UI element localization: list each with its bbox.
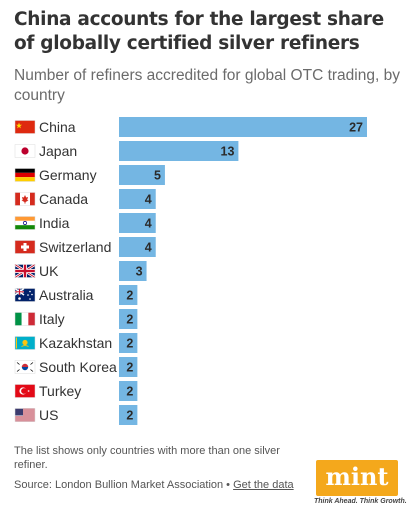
chart-subtitle: Number of refiners accredited for global… (14, 67, 400, 104)
category-label: Japan (39, 143, 77, 159)
data-label: 2 (126, 337, 133, 351)
bar (119, 333, 138, 353)
category-label: South Korea (39, 359, 117, 375)
us-flag-icon (14, 408, 36, 422)
data-label: 2 (126, 289, 133, 303)
bar (119, 117, 367, 137)
south-korea-flag-icon (14, 360, 36, 374)
china-flag-icon (14, 120, 36, 134)
category-label: Turkey (39, 383, 81, 399)
data-label: 5 (154, 169, 161, 183)
data-label: 2 (126, 385, 133, 399)
bar (119, 141, 239, 161)
bar (119, 165, 165, 185)
category-label: India (39, 215, 70, 231)
category-label: Switzerland (39, 239, 111, 255)
logo-tagline: Think Ahead. Think Growth. (314, 498, 407, 505)
turkey-flag-icon (14, 384, 36, 398)
australia-flag-icon (14, 287, 36, 302)
category-label: Australia (39, 287, 94, 303)
canada-flag-icon (14, 192, 36, 206)
category-label: UK (39, 263, 59, 279)
bar (119, 261, 147, 281)
category-label: Kazakhstan (39, 335, 112, 351)
logo-box: mint (316, 460, 398, 496)
data-label: 2 (126, 313, 133, 327)
india-flag-icon (14, 216, 36, 230)
bar (119, 357, 138, 377)
source-line: Source: London Bullion Market Associatio… (14, 478, 314, 492)
italy-flag-icon (14, 312, 36, 326)
bar (119, 237, 156, 257)
category-label: China (39, 119, 76, 135)
data-label: 4 (145, 241, 152, 255)
bar (119, 189, 156, 209)
data-label: 4 (145, 193, 152, 207)
source-text: Source: London Bullion Market Associatio… (14, 479, 234, 491)
switzerland-flag-icon (14, 240, 36, 254)
bar-chart: China 27 Japan 13 Germany 5 Canada 4 India 4 Switz… (14, 117, 367, 425)
chart-title: China accounts for the largest share of … (14, 9, 384, 54)
bar (119, 213, 156, 233)
germany-flag-icon (14, 168, 36, 182)
footnote: The list shows only countries with more … (14, 445, 280, 471)
kazakhstan-flag-icon (14, 336, 36, 350)
mint-logo: mint Think Ahead. Think Growth. (314, 460, 407, 510)
uk-flag-icon (14, 263, 36, 279)
bar (119, 381, 138, 401)
data-label: 27 (349, 121, 363, 135)
bar (119, 405, 138, 425)
category-label: Canada (39, 191, 88, 207)
data-label: 4 (145, 217, 152, 231)
bar (119, 285, 138, 305)
bar (119, 309, 138, 329)
data-label: 13 (221, 145, 235, 159)
category-label: US (39, 407, 58, 423)
category-label: Germany (39, 167, 97, 183)
category-label: Italy (39, 311, 65, 327)
data-label: 2 (126, 361, 133, 375)
get-the-data-link[interactable]: Get the data (233, 479, 294, 491)
data-label: 2 (126, 409, 133, 423)
logo-word: mint (325, 462, 389, 491)
data-label: 3 (136, 265, 143, 279)
japan-flag-icon (14, 144, 36, 158)
